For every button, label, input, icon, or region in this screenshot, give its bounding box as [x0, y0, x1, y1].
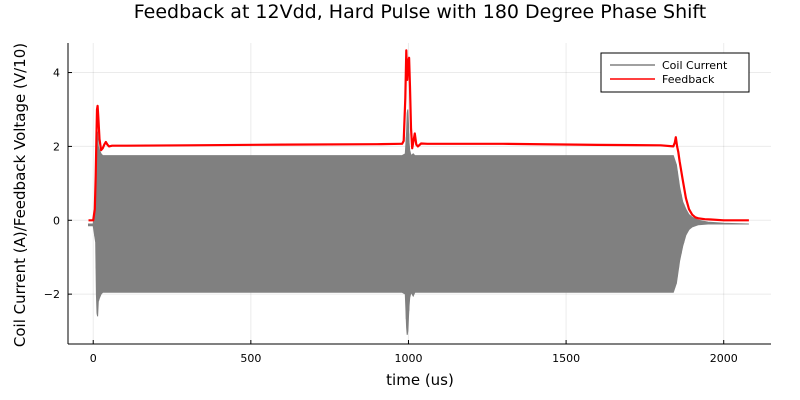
coil-current-oscillation: [88, 111, 749, 333]
y-axis-label: Coil Current (A)/Feedback Voltage (V/10): [11, 43, 29, 347]
feedback-series: [88, 49, 749, 222]
legend-label-coil-current: Coil Current: [662, 59, 728, 72]
legend-label-feedback: Feedback: [662, 73, 715, 86]
x-tick-label: 0: [90, 352, 97, 365]
coil-current-ripple: [88, 111, 749, 333]
legend: Coil Current Feedback: [600, 52, 750, 93]
y-tick-label: 0: [53, 214, 60, 227]
x-tick-label: 2000: [710, 352, 738, 365]
y-tick-label: 4: [53, 67, 60, 80]
y-tick-label: 2: [53, 140, 60, 153]
x-tick-label: 500: [240, 352, 261, 365]
y-tick-label: −2: [44, 288, 60, 301]
x-axis-label: time (us): [386, 371, 454, 389]
plot-area: [88, 49, 749, 335]
chart-title: Feedback at 12Vdd, Hard Pulse with 180 D…: [134, 1, 706, 23]
x-tick-label: 1500: [552, 352, 580, 365]
x-tick-label: 1000: [394, 352, 422, 365]
legend-box: [600, 52, 750, 93]
x-axis-ticks: 0 500 1000 1500 2000: [90, 340, 738, 365]
y-axis-ticks: −2 0 2 4: [44, 67, 72, 301]
